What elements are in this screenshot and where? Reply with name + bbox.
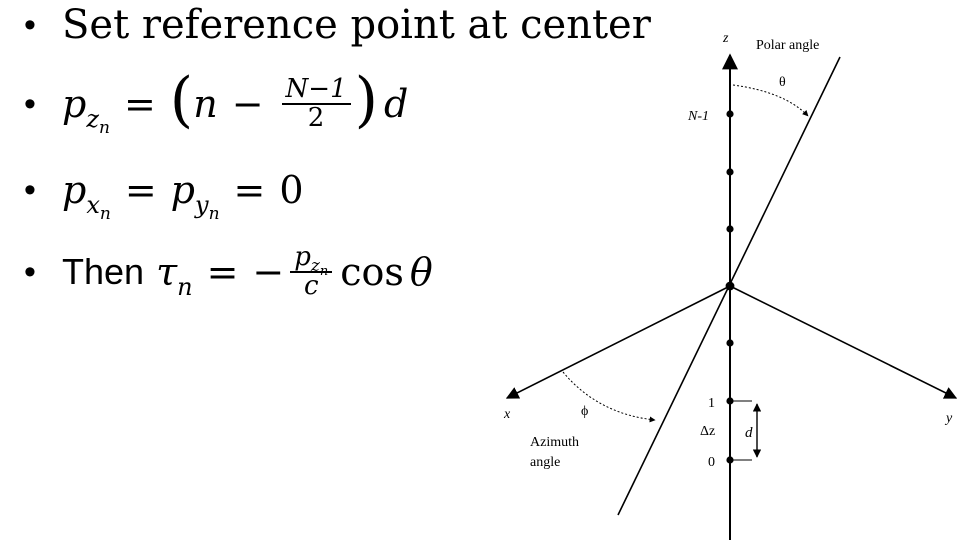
- equals-sign: =: [233, 168, 266, 212]
- minus-sign: −: [231, 82, 264, 126]
- element-dot: [726, 168, 734, 176]
- bullet-4: • Then τn = − pzn c cos θ: [24, 242, 433, 302]
- minus-sign: −: [252, 250, 285, 295]
- fraction-numerator: pzn: [294, 242, 329, 279]
- fraction-bar: [290, 271, 333, 274]
- y-axis: [729, 285, 958, 399]
- fraction-denominator: c: [303, 271, 319, 302]
- element-0-label: 0: [708, 455, 715, 470]
- then-word: Then: [62, 251, 145, 293]
- x-axis: [505, 285, 731, 399]
- equals-sign: =: [123, 82, 156, 126]
- n-variable: n: [193, 82, 218, 126]
- y-axis-label: y: [944, 411, 953, 426]
- fraction-n-minus-1-over-2: N−1 2: [281, 73, 351, 133]
- py-symbol: pyn: [170, 168, 220, 224]
- d-variable: d: [384, 82, 409, 126]
- fraction-denominator: 2: [307, 103, 325, 133]
- equals-sign: =: [124, 168, 157, 212]
- x-axis-label: x: [503, 407, 511, 422]
- tau-symbol: τn: [156, 250, 193, 302]
- array-elements: [725, 110, 735, 464]
- delta-z-label: Δz: [700, 424, 715, 439]
- px-symbol: pxn: [62, 168, 111, 224]
- bullet-1-text: Set reference point at center: [62, 2, 651, 48]
- azimuth-angle-arc: [562, 371, 656, 423]
- theta-symbol: θ: [409, 250, 433, 295]
- azimuth-label-line2: angle: [530, 455, 560, 470]
- bullet-marker: •: [24, 5, 36, 44]
- polar-angle-arc: [732, 84, 809, 117]
- cos-function: cos: [340, 250, 404, 295]
- polar-angle-label: Polar angle: [756, 38, 819, 53]
- fraction-pz-over-c: pzn c: [290, 242, 333, 302]
- bullet-marker: •: [24, 84, 36, 123]
- bullet-marker: •: [24, 252, 36, 291]
- zero-value: 0: [279, 168, 304, 212]
- element-dot: [726, 339, 734, 347]
- equals-sign: =: [206, 250, 239, 295]
- n-minus-1-label: N-1: [687, 109, 709, 124]
- element-dot-n-1: [726, 110, 734, 118]
- azimuth-label-line1: Azimuth: [530, 435, 579, 450]
- element-dot-center: [725, 281, 735, 291]
- right-paren: ): [354, 65, 379, 135]
- element-dot: [726, 225, 734, 233]
- bullet-2: • pzn = ( n − N−1 2 ) d: [24, 70, 409, 138]
- bullet-3: • pxn = pyn = 0: [24, 168, 304, 224]
- bullet-1: • Set reference point at center: [24, 2, 651, 48]
- fraction-numerator: N−1: [285, 73, 347, 104]
- pz-symbol: pzn: [62, 82, 110, 138]
- left-paren: (: [169, 65, 194, 135]
- element-1-label: 1: [708, 396, 715, 411]
- phi-label: ϕ: [581, 404, 588, 419]
- theta-label: θ: [779, 75, 786, 90]
- fraction-bar: [281, 103, 351, 105]
- bullet-marker: •: [24, 170, 36, 209]
- spacing-d-label: d: [745, 425, 753, 441]
- z-axis-label: z: [722, 31, 729, 46]
